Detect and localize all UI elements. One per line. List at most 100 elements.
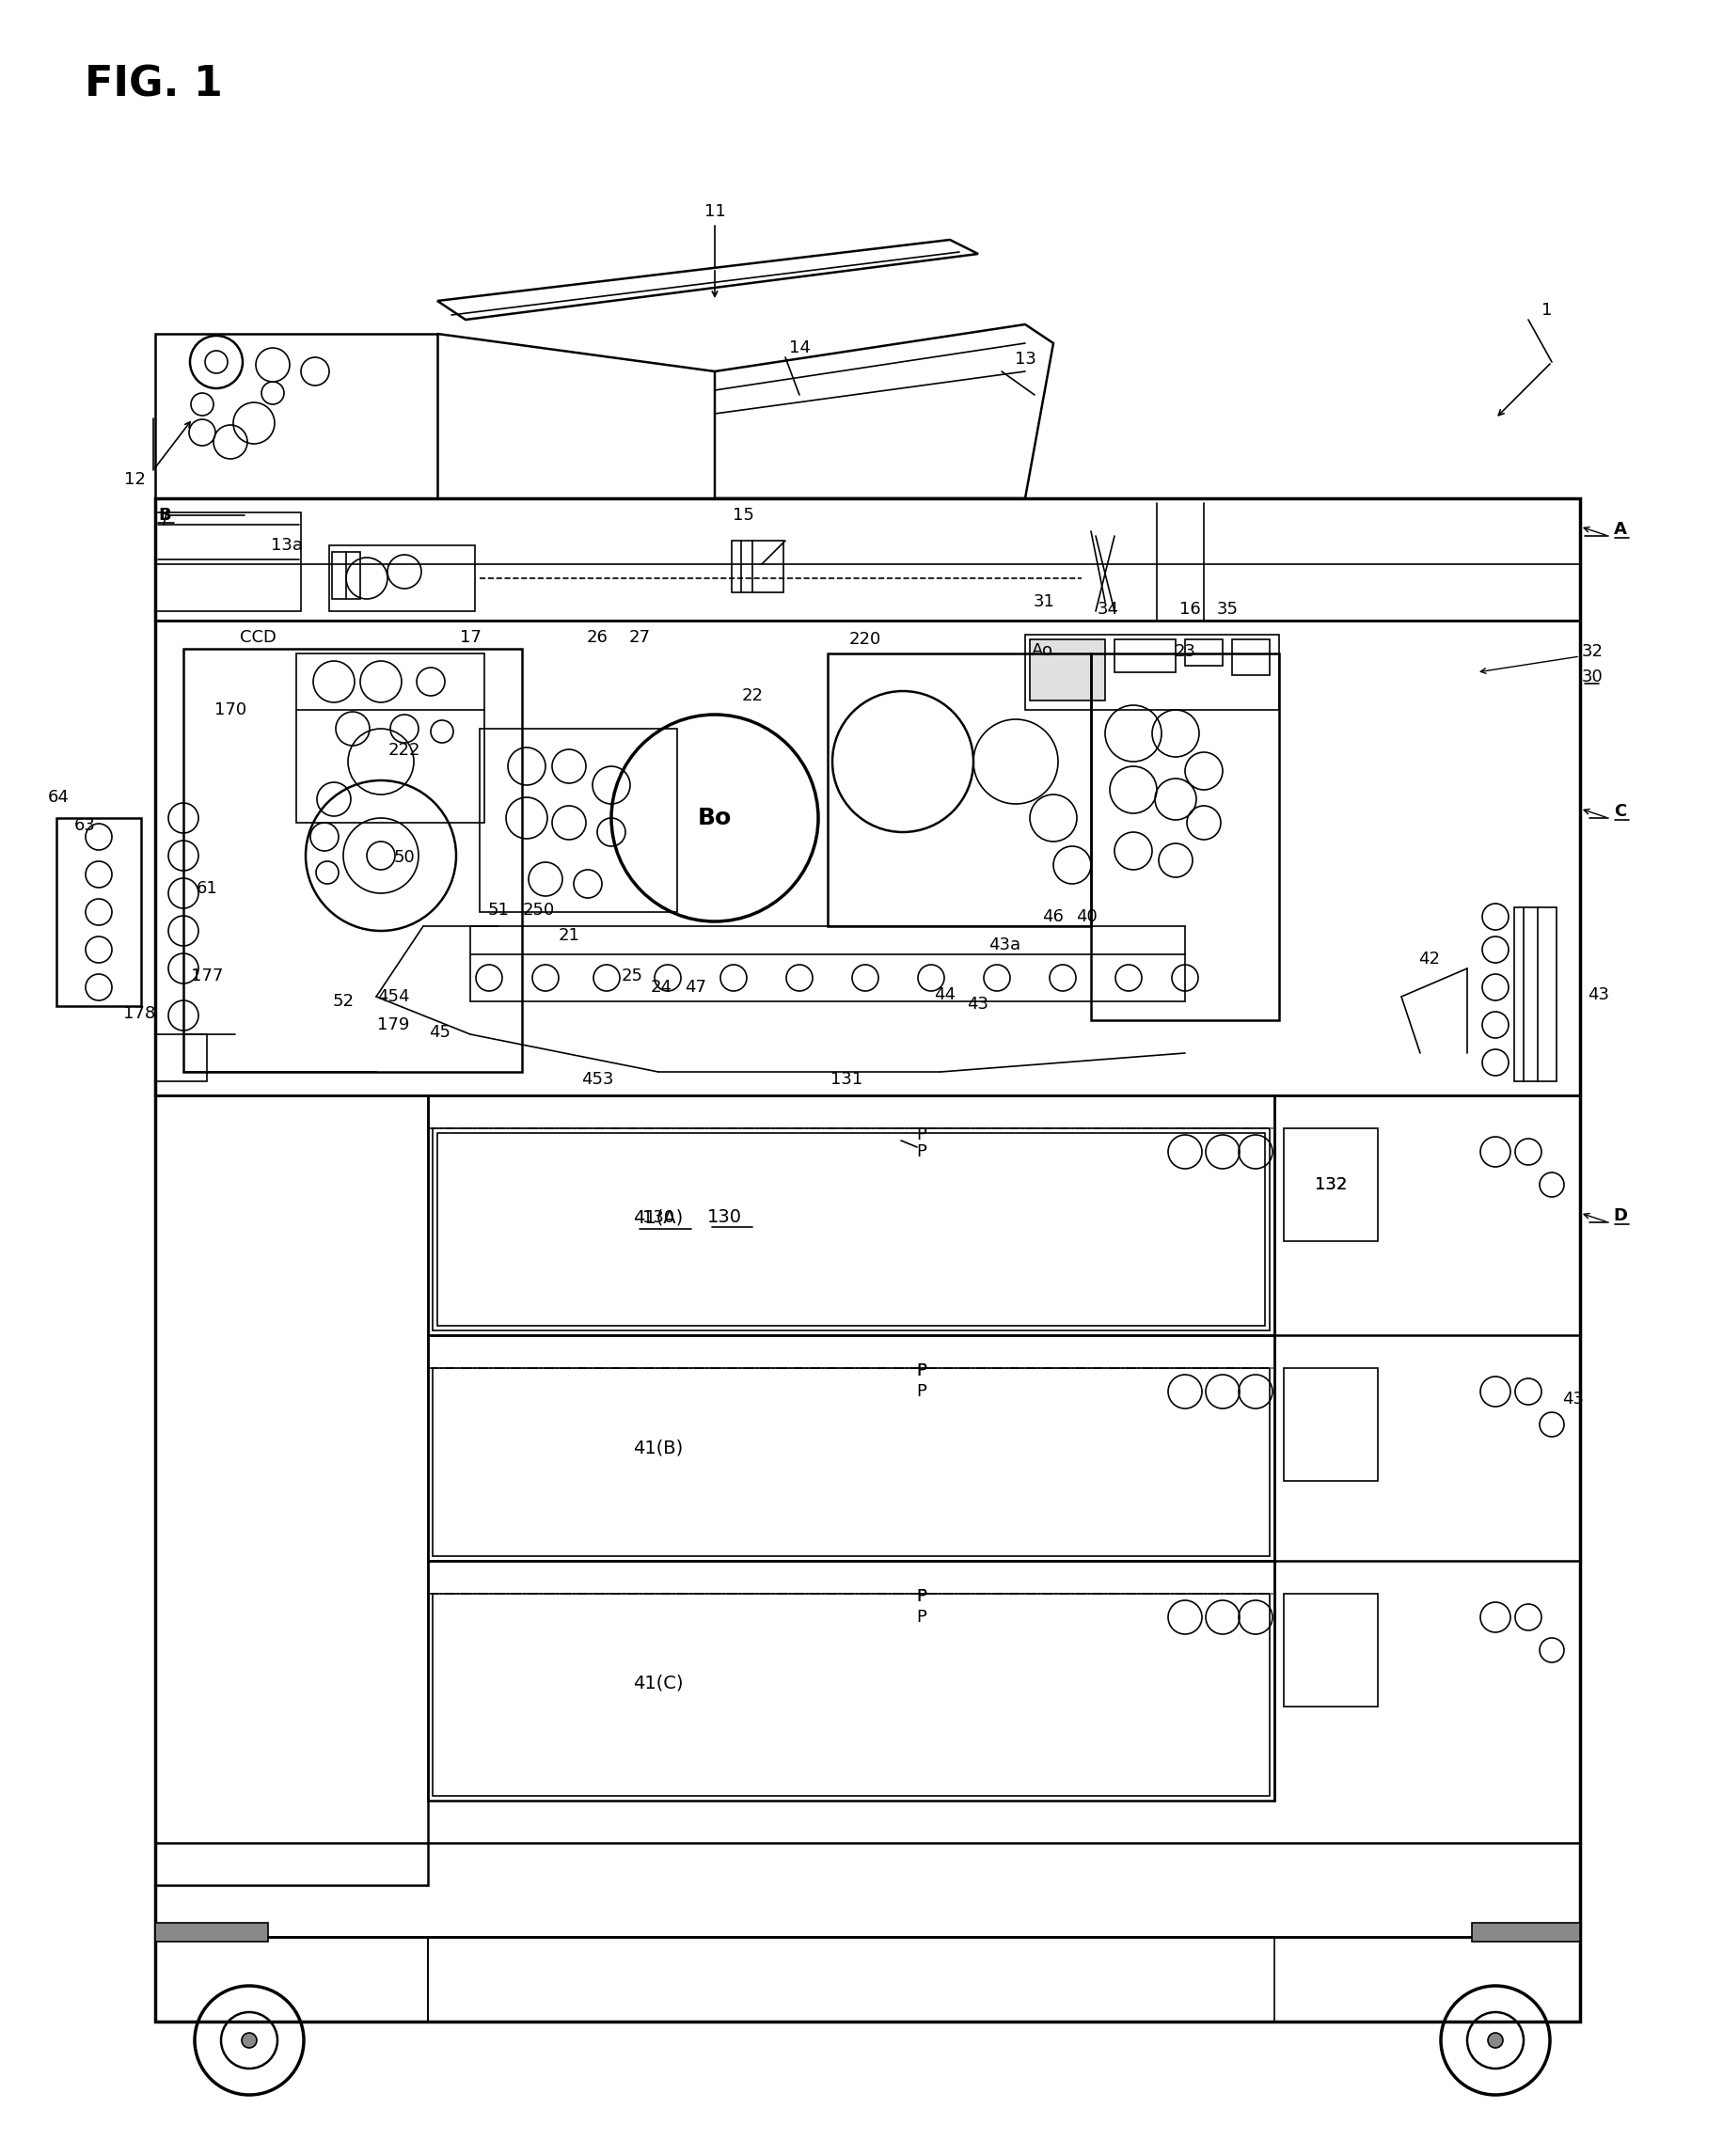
Text: 43: 43 — [1561, 1391, 1583, 1408]
Text: 52: 52 — [333, 994, 353, 1009]
Bar — [155, 1936, 1580, 2022]
Text: P: P — [917, 1143, 927, 1160]
Text: 32: 32 — [1580, 642, 1602, 660]
Bar — [1029, 640, 1104, 701]
Text: 15: 15 — [732, 507, 753, 524]
Bar — [155, 498, 1580, 2022]
Text: 35: 35 — [1216, 602, 1237, 619]
Text: A: A — [1613, 522, 1627, 537]
Text: 21: 21 — [558, 927, 579, 944]
Bar — [155, 1843, 1580, 1936]
Text: 220: 220 — [849, 632, 880, 647]
Bar — [1025, 634, 1278, 709]
Text: 13: 13 — [1013, 351, 1036, 369]
Text: 23: 23 — [1173, 642, 1196, 660]
Text: P: P — [917, 1589, 927, 1604]
Bar — [1471, 1923, 1580, 1943]
Text: B: B — [159, 507, 171, 524]
Bar — [427, 1561, 1273, 1800]
Text: 11: 11 — [703, 203, 725, 220]
Text: 453: 453 — [581, 1072, 613, 1089]
Text: 63: 63 — [74, 817, 95, 834]
Text: Bo: Bo — [698, 806, 732, 830]
Text: 43a: 43a — [987, 936, 1020, 953]
Text: 43: 43 — [967, 996, 989, 1013]
Bar — [1232, 640, 1268, 675]
Text: P: P — [917, 1125, 927, 1143]
Text: 26: 26 — [586, 630, 608, 647]
Text: 64: 64 — [48, 789, 69, 806]
Circle shape — [241, 2033, 257, 2048]
Bar — [470, 927, 1184, 1000]
Bar — [427, 1936, 1273, 2022]
Bar — [427, 1335, 1273, 1561]
Text: 250: 250 — [522, 901, 555, 918]
Text: 222: 222 — [388, 742, 420, 759]
Text: 132: 132 — [1315, 1177, 1346, 1192]
Text: Ao: Ao — [1030, 642, 1053, 660]
Bar — [155, 1035, 207, 1082]
Text: 40: 40 — [1075, 908, 1096, 925]
Bar — [296, 653, 484, 824]
Text: 43: 43 — [1587, 985, 1609, 1003]
Text: C: C — [1613, 802, 1627, 819]
Text: 17: 17 — [460, 630, 481, 647]
Bar — [155, 513, 302, 610]
Text: 25: 25 — [620, 968, 643, 985]
Text: 34: 34 — [1096, 602, 1118, 619]
Bar — [731, 541, 782, 593]
Bar — [155, 498, 1580, 621]
Bar — [427, 1095, 1273, 1335]
Text: P: P — [917, 1589, 927, 1604]
Text: P: P — [917, 1363, 927, 1380]
Text: 47: 47 — [684, 979, 706, 996]
Text: 178: 178 — [122, 1005, 155, 1022]
Text: 30: 30 — [1580, 668, 1602, 686]
Text: 16: 16 — [1179, 602, 1199, 619]
Text: 170: 170 — [214, 701, 246, 718]
Text: 454: 454 — [377, 987, 408, 1005]
Text: FIG. 1: FIG. 1 — [84, 65, 222, 106]
Bar — [438, 1134, 1265, 1326]
Text: 42: 42 — [1418, 951, 1440, 968]
Bar — [1113, 640, 1175, 673]
Bar — [479, 729, 677, 912]
Text: 41(C): 41(C) — [632, 1673, 682, 1692]
Bar — [155, 334, 438, 498]
Text: 44: 44 — [934, 985, 956, 1003]
Text: 27: 27 — [629, 630, 650, 647]
Bar — [1284, 1593, 1377, 1708]
Bar — [155, 1923, 267, 1943]
Text: 45: 45 — [429, 1024, 451, 1041]
Text: 61: 61 — [196, 880, 217, 897]
Bar — [333, 552, 360, 599]
Text: P: P — [917, 1363, 927, 1380]
Bar — [1091, 653, 1278, 1020]
Bar — [57, 817, 141, 1007]
Bar — [1284, 1128, 1377, 1242]
Text: 130: 130 — [643, 1210, 674, 1227]
Text: 24: 24 — [650, 979, 672, 996]
Bar — [1184, 640, 1222, 666]
Text: 51: 51 — [488, 901, 508, 918]
Bar — [827, 653, 1091, 927]
Bar — [329, 545, 476, 610]
Bar — [183, 649, 522, 1072]
Text: 31: 31 — [1032, 593, 1054, 610]
Text: 132: 132 — [1315, 1177, 1346, 1192]
Text: 12: 12 — [124, 470, 145, 487]
Circle shape — [1487, 2033, 1502, 2048]
Bar — [1284, 1369, 1377, 1481]
Text: 177: 177 — [191, 968, 222, 985]
Text: 50: 50 — [393, 849, 415, 867]
Text: 46: 46 — [1042, 908, 1063, 925]
Text: D: D — [1613, 1207, 1627, 1225]
Text: P: P — [917, 1608, 927, 1626]
Text: P: P — [917, 1384, 927, 1399]
Text: 14: 14 — [787, 338, 810, 356]
Text: 131: 131 — [830, 1072, 862, 1089]
Text: 41(B): 41(B) — [632, 1438, 682, 1457]
Text: 41(A): 41(A) — [632, 1210, 682, 1227]
Bar — [1513, 908, 1556, 1082]
Text: 1: 1 — [1540, 302, 1552, 319]
